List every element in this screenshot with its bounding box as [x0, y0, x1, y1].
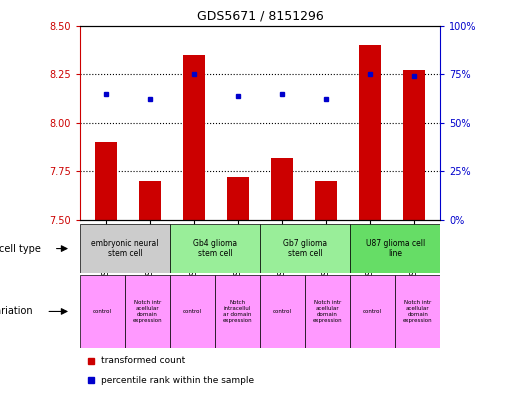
Title: GDS5671 / 8151296: GDS5671 / 8151296 [197, 10, 323, 23]
Text: transformed count: transformed count [101, 356, 186, 365]
Bar [183, 55, 205, 220]
Text: embryonic neural
stem cell: embryonic neural stem cell [91, 239, 159, 258]
Bar [359, 45, 381, 220]
Bar [139, 181, 161, 220]
Text: control: control [273, 309, 292, 314]
Text: Notch intr
acellular
domain
expression: Notch intr acellular domain expression [132, 300, 162, 323]
Bar [271, 158, 293, 220]
Text: control: control [183, 309, 202, 314]
Bar [80, 224, 170, 273]
Bar [80, 275, 125, 348]
Bar [170, 224, 260, 273]
Text: Notch
intracellul
ar domain
expression: Notch intracellul ar domain expression [222, 300, 252, 323]
Bar [95, 142, 117, 220]
Text: percentile rank within the sample: percentile rank within the sample [101, 376, 254, 385]
Bar [170, 275, 215, 348]
Text: control: control [93, 309, 112, 314]
Text: Notch intr
acellular
domain
expression: Notch intr acellular domain expression [403, 300, 433, 323]
Text: Gb7 glioma
stem cell: Gb7 glioma stem cell [283, 239, 327, 258]
Text: cell type: cell type [0, 244, 41, 253]
Bar [125, 275, 170, 348]
Bar [305, 275, 350, 348]
Text: genotype/variation: genotype/variation [0, 307, 33, 316]
Bar [227, 177, 249, 220]
Text: control: control [363, 309, 382, 314]
Bar [260, 224, 350, 273]
Bar [215, 275, 260, 348]
Text: U87 glioma cell
line: U87 glioma cell line [366, 239, 425, 258]
Bar [403, 70, 425, 220]
Text: Notch intr
acellular
domain
expression: Notch intr acellular domain expression [313, 300, 342, 323]
Bar [350, 224, 440, 273]
Bar [350, 275, 396, 348]
Text: Gb4 glioma
stem cell: Gb4 glioma stem cell [193, 239, 237, 258]
Bar [396, 275, 440, 348]
Bar [315, 181, 337, 220]
Bar [260, 275, 305, 348]
